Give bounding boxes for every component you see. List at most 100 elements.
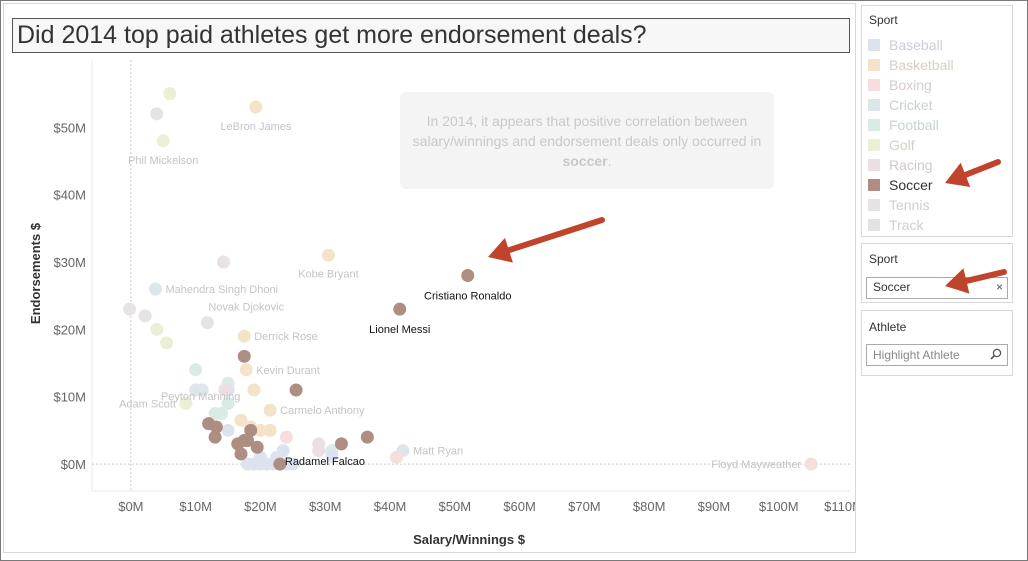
highlight-athlete-search[interactable]: Highlight Athlete [866, 344, 1008, 366]
data-point[interactable] [215, 407, 229, 421]
legend-label: Soccer [889, 177, 933, 193]
search-icon [990, 348, 1002, 360]
data-point[interactable] [312, 444, 326, 458]
data-point[interactable] [195, 383, 209, 397]
data-point[interactable] [237, 349, 251, 363]
annotation-end: . [607, 153, 612, 169]
point-label: Cristiano Ronaldo [424, 291, 511, 303]
point-label: Kobe Bryant [298, 268, 359, 280]
data-point[interactable] [189, 363, 203, 377]
x-axis-title: Salary/Winnings $ [413, 532, 526, 547]
chart-panel: Did 2014 top paid athletes get more endo… [3, 3, 856, 553]
data-point[interactable] [249, 100, 263, 114]
data-point[interactable] [286, 457, 300, 471]
annotation-highlight: soccer [562, 153, 608, 169]
data-point[interactable] [200, 316, 214, 330]
x-tick-label: $70M [568, 499, 601, 514]
legend-label: Football [889, 117, 939, 133]
legend-swatch [868, 219, 880, 231]
data-point[interactable] [244, 423, 258, 437]
data-point[interactable] [221, 396, 235, 410]
data-point[interactable] [321, 248, 335, 262]
x-tick-label: $100M [759, 499, 799, 514]
data-point[interactable] [218, 383, 232, 397]
data-point[interactable] [234, 413, 248, 427]
y-tick-label: $40M [53, 188, 86, 203]
data-point[interactable] [263, 403, 277, 417]
data-point[interactable] [148, 282, 162, 296]
legend-item-track[interactable]: Track [868, 216, 1008, 234]
legend-item-boxing[interactable]: Boxing [868, 76, 1008, 94]
clear-icon[interactable]: × [995, 280, 1003, 294]
data-point[interactable] [138, 309, 152, 323]
data-point[interactable] [239, 363, 253, 377]
y-tick-label: $50M [53, 120, 86, 135]
legend-item-racing[interactable]: Racing [868, 156, 1008, 174]
data-point[interactable] [234, 447, 248, 461]
filter-value: Soccer [873, 280, 911, 294]
data-point[interactable] [461, 269, 475, 282]
legend-item-golf[interactable]: Golf [868, 136, 1008, 154]
data-point[interactable] [231, 437, 245, 451]
data-point[interactable] [150, 107, 164, 121]
y-tick-label: $20M [53, 322, 86, 337]
data-point[interactable] [156, 134, 170, 148]
legend-label: Tennis [889, 197, 930, 213]
point-label: Floyd Mayweather [711, 459, 801, 471]
data-point[interactable] [123, 302, 137, 316]
data-point[interactable] [393, 302, 407, 316]
legend-item-cricket[interactable]: Cricket [868, 96, 1008, 114]
data-point[interactable] [334, 437, 348, 451]
data-point[interactable] [253, 450, 267, 464]
data-point[interactable] [237, 329, 251, 343]
legend-label: Racing [889, 157, 933, 173]
data-point[interactable] [263, 423, 277, 437]
legend-item-tennis[interactable]: Tennis [868, 196, 1008, 214]
data-point[interactable] [289, 383, 303, 397]
data-point[interactable] [208, 430, 222, 444]
legend-swatch [868, 139, 880, 151]
x-tick-label: $40M [374, 499, 407, 514]
data-point[interactable] [163, 87, 177, 101]
point-label: Carmelo Anthony [280, 405, 365, 417]
data-point[interactable] [804, 457, 818, 471]
point-label: Derrick Rose [254, 331, 318, 343]
y-tick-label: $10M [53, 390, 86, 405]
x-tick-label: $80M [633, 499, 666, 514]
data-point[interactable] [279, 430, 293, 444]
data-point[interactable] [221, 423, 235, 437]
data-point[interactable] [160, 336, 174, 350]
data-point[interactable] [150, 322, 164, 336]
data-point[interactable] [247, 383, 261, 397]
data-point[interactable] [179, 396, 193, 410]
legend-label: Boxing [889, 77, 932, 93]
legend-swatch [868, 199, 880, 211]
right-sidebar: Sport Baseball Basketball Boxing Cricket Foo… [856, 0, 1028, 561]
y-tick-label: $30M [53, 255, 86, 270]
legend-swatch [868, 99, 880, 111]
data-point[interactable] [273, 457, 287, 471]
sport-filter: Sport Soccer × [861, 243, 1013, 303]
data-point[interactable] [325, 449, 339, 463]
data-point[interactable] [209, 420, 223, 434]
legend-item-football[interactable]: Football [868, 116, 1008, 134]
sport-filter-dropdown[interactable]: Soccer × [866, 277, 1008, 299]
data-point[interactable] [217, 255, 231, 269]
legend-label: Track [889, 217, 924, 233]
x-tick-label: $30M [309, 499, 342, 514]
legend-item-soccer[interactable]: Soccer [868, 176, 1008, 194]
data-point[interactable] [253, 423, 267, 437]
data-point[interactable] [276, 444, 290, 458]
data-point[interactable] [250, 440, 264, 454]
data-point[interactable] [389, 450, 403, 464]
data-point[interactable] [360, 430, 374, 444]
title-box: Did 2014 top paid athletes get more endo… [12, 18, 850, 53]
legend-title: Sport [869, 13, 898, 27]
scatter-chart[interactable]: $0M $10M $20M $30M $40M $50M $60M $70M $80M $90M $… [4, 4, 855, 552]
legend-label: Golf [889, 137, 915, 153]
legend-swatch [868, 79, 880, 91]
annotation-callout: In 2014, it appears that positive correl… [400, 92, 774, 189]
legend-item-baseball[interactable]: Baseball [868, 36, 1008, 54]
point-label: Matt Ryan [413, 446, 463, 458]
legend-item-basketball[interactable]: Basketball [868, 56, 1008, 74]
